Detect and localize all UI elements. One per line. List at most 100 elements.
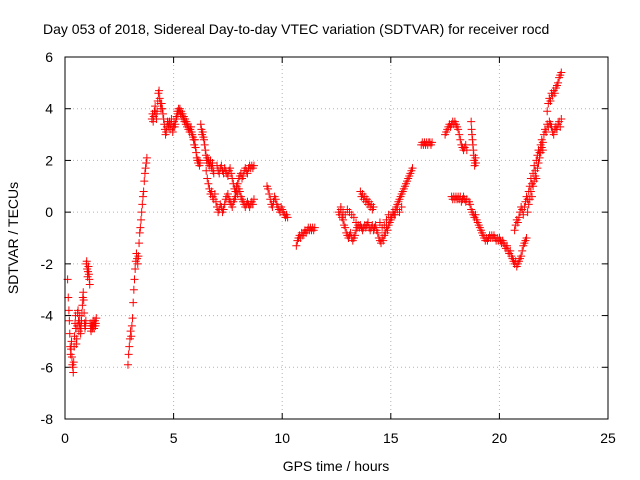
data-point [380,221,389,230]
data-point [138,192,147,201]
data-point [92,314,101,323]
x-tick-label: 25 [600,430,616,446]
data-point [137,215,146,224]
data-point [127,321,136,330]
data-point [527,192,536,201]
data-point [428,138,437,147]
data-point [532,174,541,183]
x-tick-label: 5 [170,430,178,446]
data-point [556,122,565,131]
data-point [369,202,378,211]
data-point [196,120,205,129]
data-point [227,169,236,178]
data-point [383,226,392,235]
data-point [554,78,563,87]
y-tick-label: -6 [41,359,54,375]
data-point [81,316,90,325]
data-point [84,262,93,271]
y-tick-label: 0 [45,204,53,220]
data-point [557,68,566,77]
data-point [204,179,213,188]
data-point [529,182,538,191]
data-point [208,159,217,168]
data-point [192,148,201,157]
data-point [200,135,209,144]
data-point [210,190,219,199]
data-point [456,135,465,144]
data-point [65,329,74,338]
y-tick-label: -2 [41,256,54,272]
data-point [310,223,319,232]
x-tick-label: 15 [383,430,399,446]
data-point [546,96,555,105]
data-point [538,138,547,147]
data-point [382,215,391,224]
y-tick-label: 6 [45,49,53,65]
data-point [128,314,137,323]
data-point [292,241,301,250]
data-point [339,215,348,224]
data-point [67,337,76,346]
data-point [196,159,205,168]
chart-title: Day 053 of 2018, Sidereal Day-to-day VTE… [43,21,549,37]
data-point [506,246,515,255]
data-point [375,218,384,227]
data-point [557,115,566,124]
data-point [520,202,529,211]
y-axis-title: SDTVAR / TECUs [5,182,21,294]
data-point [514,213,523,222]
data-point [138,200,147,209]
data-point [233,179,242,188]
data-point [125,342,134,351]
x-tick-label: 10 [274,430,290,446]
data-point [82,257,91,266]
data-point [219,205,228,214]
data-point [139,187,148,196]
data-point [371,221,380,230]
data-point [264,184,273,193]
data-point [524,200,533,209]
data-point [142,159,151,168]
data-point [142,153,151,162]
data-point [248,200,257,209]
data-point [203,174,212,183]
data-point [341,223,350,232]
y-tick-label: 4 [45,101,53,117]
data-point [533,164,542,173]
data-point [134,252,143,261]
data-point [408,164,417,173]
data-point [397,202,406,211]
data-point [249,161,258,170]
data-point [466,200,475,209]
data-point [79,288,88,297]
data-point [152,115,161,124]
data-point [131,265,140,274]
data-point [124,350,133,359]
data-point [158,104,167,113]
data-point [519,210,528,219]
data-point [363,218,372,227]
data-point [283,213,292,222]
data-point [346,228,355,237]
data-point [158,109,167,118]
y-tick-label: 2 [45,152,53,168]
data-point [78,301,87,310]
data-point [454,125,463,134]
data-point [223,190,232,199]
data-point [64,293,73,302]
data-point [350,231,359,240]
data-point [171,120,180,129]
data-point [130,275,139,284]
data-point [126,327,135,336]
data-point [67,352,76,361]
data-point [198,127,207,136]
data-point [543,107,552,116]
data-point [168,127,177,136]
data-series-sdtvar [63,68,566,377]
data-point [243,169,252,178]
data-point [467,117,476,126]
data-point [517,252,526,261]
data-point [65,316,74,325]
data-point [249,195,258,204]
